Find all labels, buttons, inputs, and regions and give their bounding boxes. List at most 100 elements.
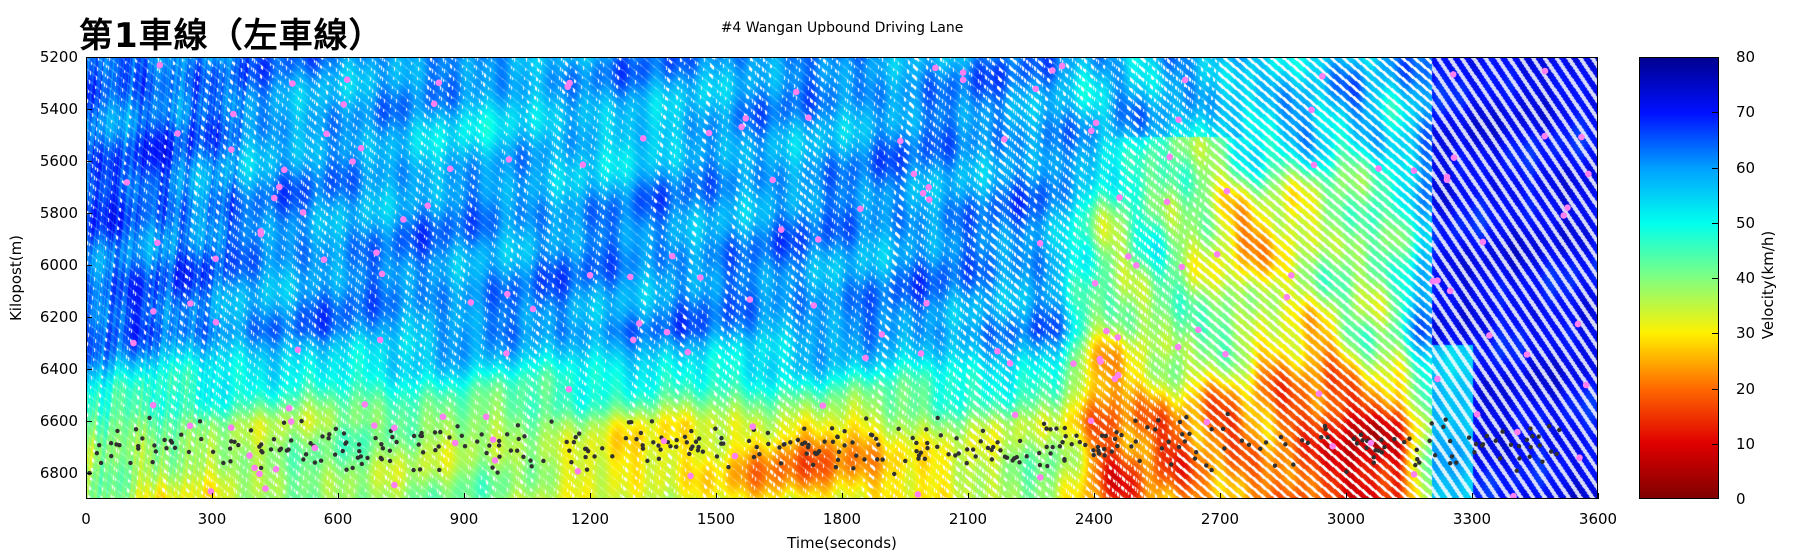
black-marker [236,442,241,448]
pink-marker [565,385,573,393]
pink-marker [1514,428,1521,436]
pink-marker [400,216,407,223]
black-marker [378,455,383,461]
pink-marker [230,110,237,118]
pink-marker [1446,287,1454,295]
black-marker [1371,460,1376,465]
pink-marker [629,336,637,344]
pink-marker [1329,442,1336,450]
x-tick [1220,493,1221,499]
black-marker [623,436,629,441]
x-tick-label: 3600 [1578,510,1618,528]
black-marker [956,451,961,456]
pink-marker [1541,67,1549,75]
pink-marker [323,130,330,138]
black-marker [232,439,237,445]
black-marker [1528,444,1533,450]
black-marker [260,450,265,455]
black-marker [688,446,694,452]
black-marker [340,448,345,454]
pink-marker [959,69,967,76]
pink-marker [1114,334,1122,341]
black-marker [318,458,324,463]
x-tick-label: 1800 [822,510,862,528]
pink-marker [424,202,432,209]
black-marker [875,457,880,462]
black-marker [128,460,133,466]
black-marker [1024,454,1029,459]
black-marker [854,453,859,458]
colorbar-tick-label: 80 [1736,48,1756,66]
black-marker [1109,449,1114,454]
black-marker [1193,450,1199,455]
y-tick-label: 6800 [39,464,78,482]
black-marker [117,443,122,448]
pink-marker [435,79,443,87]
pink-marker [262,485,269,492]
pink-marker [574,467,582,475]
black-marker [199,436,204,442]
colorbar [1639,57,1719,499]
black-marker [684,440,690,445]
colorbar-tick [1712,333,1718,335]
black-marker [379,441,384,447]
black-marker [327,432,332,437]
black-marker [1480,442,1486,447]
black-marker [271,437,277,442]
colorbar-tick-label: 30 [1736,324,1756,343]
black-marker [978,439,983,444]
pink-marker [285,404,293,412]
pink-marker [917,350,925,357]
colorbar-tick [1712,443,1718,445]
pink-marker [925,196,933,203]
black-marker [1498,456,1503,461]
black-marker [1091,452,1096,458]
chart-subtitle: #4 Wangan Upbound Driving Lane [720,20,964,36]
x-tick-label: 2400 [1074,510,1114,528]
black-marker [584,467,590,472]
colorbar-tick-label: 20 [1736,379,1756,398]
black-marker [1115,443,1120,449]
black-marker [626,420,632,425]
black-marker [585,448,591,454]
black-marker [186,449,192,455]
pink-marker [1088,127,1095,135]
black-marker [1527,454,1532,459]
pink-marker [349,158,356,165]
black-marker [965,447,970,452]
x-tick-label: 1200 [570,510,610,528]
pink-marker [684,348,692,356]
black-marker [1447,461,1453,466]
black-marker [1443,417,1448,422]
black-marker [1493,438,1498,443]
black-marker [564,439,569,445]
black-marker [164,445,169,451]
x-tick-label: 600 [323,510,353,528]
black-marker [496,443,502,448]
black-marker [1102,453,1107,458]
black-marker [806,442,811,448]
black-marker [835,434,840,440]
black-marker [115,428,120,434]
black-marker [358,454,364,459]
black-marker [1225,411,1230,417]
black-marker [810,462,816,468]
black-marker [455,424,460,429]
black-marker [693,439,699,444]
x-tick-label: 0 [81,510,91,528]
black-marker [938,433,944,438]
black-marker [649,419,655,424]
pink-marker [1486,332,1493,339]
black-marker [842,443,847,448]
black-marker [1500,429,1505,434]
pink-marker [1175,116,1182,123]
black-marker [1187,431,1192,437]
y-tick [86,265,92,266]
black-marker [1153,427,1158,432]
pink-marker [994,347,1001,355]
pink-marker [635,320,643,327]
black-marker [541,458,546,464]
black-marker [301,457,306,462]
black-marker [1159,446,1165,451]
black-marker [147,415,152,421]
